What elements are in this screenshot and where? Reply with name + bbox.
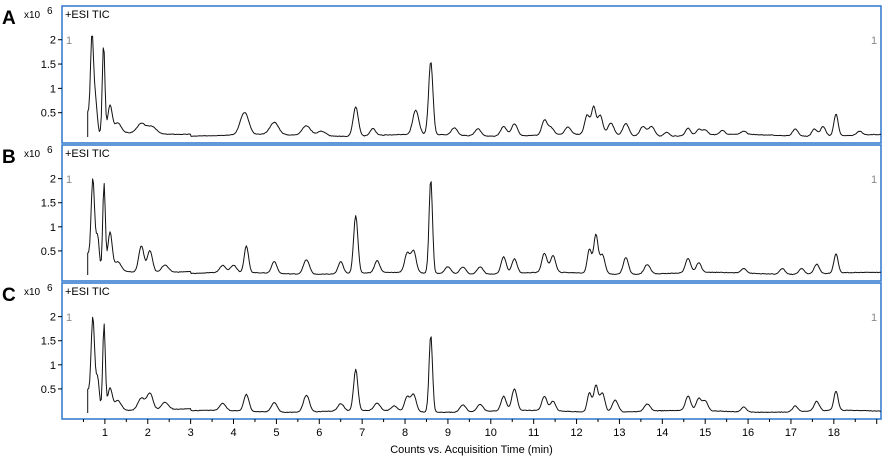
corner-label-right: 1	[871, 312, 877, 324]
y-exponent-power: 6	[47, 145, 53, 156]
panel-frame	[61, 5, 882, 144]
y-tick-label: 1.5	[41, 336, 56, 348]
panel-frame	[61, 282, 882, 420]
trace-title: +ESI TIC	[65, 9, 110, 21]
x-tick-label: 14	[656, 427, 668, 439]
y-tick-label: 1	[50, 222, 56, 234]
x-tick-label: 18	[828, 427, 840, 439]
trace-title: +ESI TIC	[65, 148, 110, 160]
panel-letter: B	[2, 147, 16, 168]
y-tick-label: 2	[50, 174, 56, 186]
y-exponent-label: x10	[24, 287, 41, 298]
y-tick-label: 2	[50, 35, 56, 47]
x-tick-label: 7	[359, 427, 365, 439]
y-tick-label: 0.5	[41, 246, 56, 258]
tic-trace	[87, 178, 882, 275]
x-tick-label: 3	[188, 427, 194, 439]
x-tick-label: 10	[485, 427, 497, 439]
y-exponent-power: 6	[47, 6, 53, 17]
y-tick-label: 1	[50, 83, 56, 95]
corner-label-left: 1	[66, 174, 72, 186]
x-tick-label: 8	[402, 427, 408, 439]
y-tick-label: 0.5	[41, 108, 56, 120]
tic-trace	[87, 316, 882, 413]
x-tick-label: 16	[742, 427, 754, 439]
x-axis-label: Counts vs. Acquisition Time (min)	[390, 444, 553, 456]
x-tick-label: 1	[102, 427, 108, 439]
trace-title: +ESI TIC	[65, 286, 110, 298]
corner-label-right: 1	[871, 174, 877, 186]
y-exponent-power: 6	[47, 283, 53, 294]
tic-trace	[87, 35, 882, 137]
x-tick-label: 2	[145, 427, 151, 439]
corner-label-right: 1	[871, 35, 877, 47]
x-tick-label: 12	[570, 427, 582, 439]
y-tick-label: 2	[50, 312, 56, 324]
corner-label-left: 1	[66, 312, 72, 324]
x-tick-label: 6	[316, 427, 322, 439]
y-tick-label: 0.5	[41, 384, 56, 396]
y-exponent-label: x10	[24, 10, 41, 21]
corner-label-left: 1	[66, 35, 72, 47]
panel-letter: A	[2, 8, 16, 29]
y-tick-label: 1.5	[41, 59, 56, 71]
panel-letter: C	[2, 285, 16, 306]
x-tick-label: 9	[445, 427, 451, 439]
x-tick-label: 17	[785, 427, 797, 439]
x-tick-label: 4	[230, 427, 236, 439]
y-exponent-label: x10	[24, 149, 41, 160]
y-tick-label: 1	[50, 360, 56, 372]
x-tick-label: 15	[699, 427, 711, 439]
panel-frame	[61, 144, 882, 282]
x-tick-label: 5	[273, 427, 279, 439]
x-tick-label: 13	[613, 427, 625, 439]
y-tick-label: 1.5	[41, 198, 56, 210]
x-tick-label: 11	[528, 427, 539, 439]
